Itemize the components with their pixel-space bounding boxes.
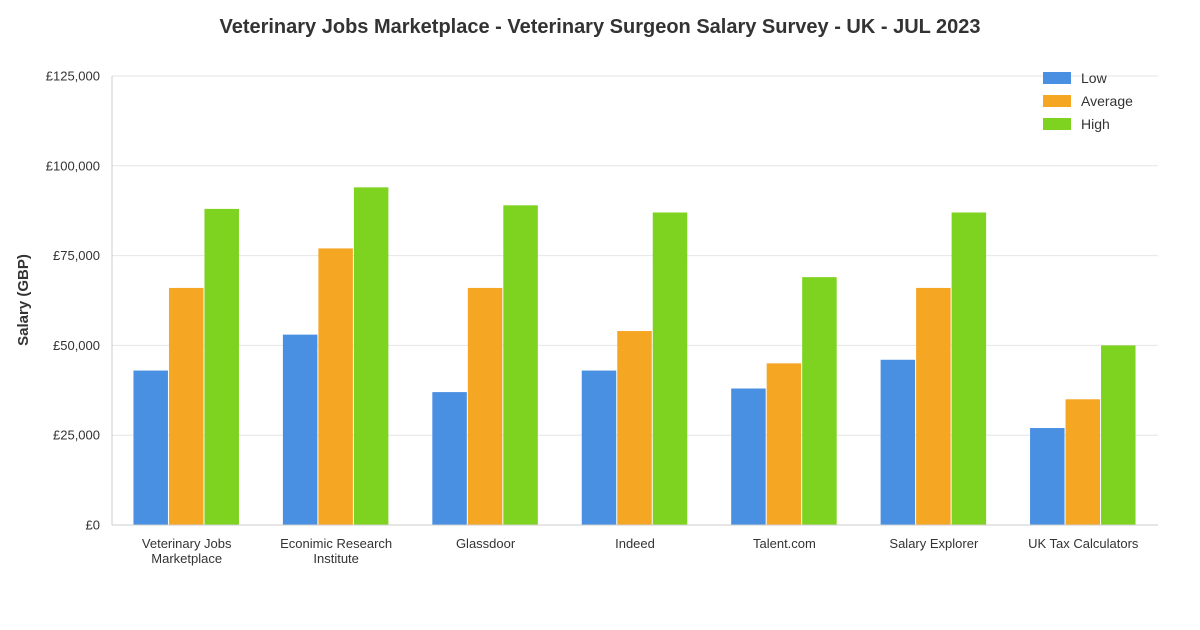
bar-low[interactable] [581, 370, 617, 525]
bar-high[interactable] [652, 212, 688, 525]
legend-swatch [1043, 72, 1071, 84]
bar-average[interactable] [467, 287, 503, 525]
x-tick-label: UK Tax Calculators [1028, 536, 1139, 551]
x-tick-label: Veterinary Jobs Marketplace [142, 536, 232, 566]
y-tick-label: £125,000 [46, 69, 100, 84]
bar-low[interactable] [133, 370, 168, 525]
chart-title: Veterinary Jobs Marketplace - Veterinary… [219, 16, 980, 38]
legend-item-average[interactable]: Average [1043, 93, 1133, 109]
y-tick-label: £25,000 [53, 428, 100, 443]
bar-average[interactable] [318, 248, 353, 525]
x-tick-label: Glassdoor [456, 536, 516, 551]
legend-swatch [1043, 118, 1071, 130]
y-tick-label: £0 [86, 518, 100, 533]
axes [111, 76, 1158, 526]
bar-average[interactable] [1065, 399, 1101, 525]
legend-label: Average [1081, 93, 1133, 109]
bar-low[interactable] [432, 392, 467, 525]
legend-label: High [1081, 116, 1110, 132]
bar-low[interactable] [1030, 428, 1065, 525]
bars [133, 187, 1136, 526]
bar-average[interactable] [916, 287, 951, 525]
bar-average[interactable] [168, 287, 204, 525]
legend[interactable]: Low Average High [1043, 70, 1133, 132]
bar-high[interactable] [204, 208, 239, 526]
bar-low[interactable] [880, 359, 916, 525]
y-tick-label: £75,000 [53, 248, 100, 263]
y-tick-label: £50,000 [53, 338, 100, 353]
x-tick-label: Indeed [615, 536, 655, 551]
bar-high[interactable] [1101, 345, 1136, 525]
bar-high[interactable] [353, 187, 389, 526]
x-tick-label: Talent.com [753, 536, 816, 551]
bar-high[interactable] [951, 212, 987, 525]
bar-average[interactable] [766, 363, 802, 525]
bar-low[interactable] [282, 334, 318, 525]
y-axis-label: Salary (GBP) [15, 254, 32, 346]
x-tick-label: Salary Explorer [889, 536, 979, 551]
bar-high[interactable] [802, 277, 837, 525]
y-tick-label: £100,000 [46, 158, 100, 173]
legend-label: Low [1081, 70, 1108, 86]
x-tick-label: Econimic Research Institute [280, 536, 392, 566]
bar-low[interactable] [731, 388, 766, 525]
legend-item-low[interactable]: Low [1043, 70, 1108, 86]
y-axis-ticks: £0 £25,000 £50,000 £75,000 £100,000 £125,000 [46, 69, 100, 533]
legend-item-high[interactable]: High [1043, 116, 1110, 132]
bar-high[interactable] [503, 205, 538, 525]
legend-swatch [1043, 95, 1071, 107]
bar-average[interactable] [617, 331, 652, 525]
x-axis-ticks: Veterinary Jobs Marketplace Econimic Resea… [142, 536, 1139, 566]
